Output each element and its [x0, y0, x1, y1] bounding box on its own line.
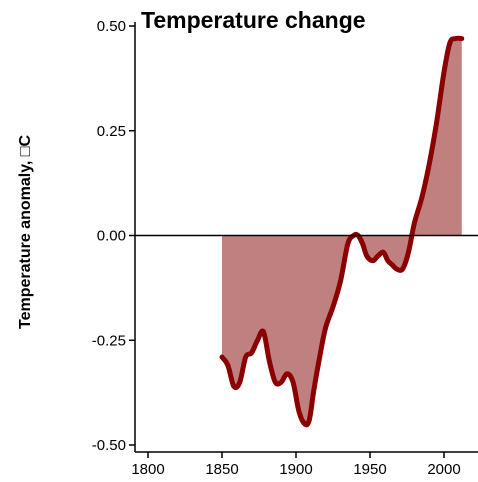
- tick-marks: 0.50 0.25 0.00 -0.25 -0.50 1800 1850 1900 1950 20…: [92, 18, 461, 478]
- y-tick-label: -0.50: [92, 437, 126, 454]
- y-axis-title: Temperature anomaly, □C: [17, 135, 34, 329]
- chart-title: Temperature change: [141, 7, 366, 33]
- anomaly-series-line: [219, 35, 465, 428]
- x-tick-label: 1800: [131, 461, 164, 478]
- y-tick-label: 0.00: [97, 228, 126, 245]
- axes: [134, 22, 478, 453]
- x-tick-label: 1950: [353, 461, 386, 478]
- y-tick-label: 0.25: [97, 123, 126, 140]
- x-tick-label: 1900: [279, 461, 312, 478]
- y-tick-label: -0.25: [92, 332, 126, 349]
- plot-area: [219, 35, 465, 428]
- x-tick-label: 1850: [205, 461, 238, 478]
- anomaly-area-fill: [222, 38, 462, 425]
- y-tick-label: 0.50: [97, 18, 126, 35]
- x-tick-label: 2000: [427, 461, 460, 478]
